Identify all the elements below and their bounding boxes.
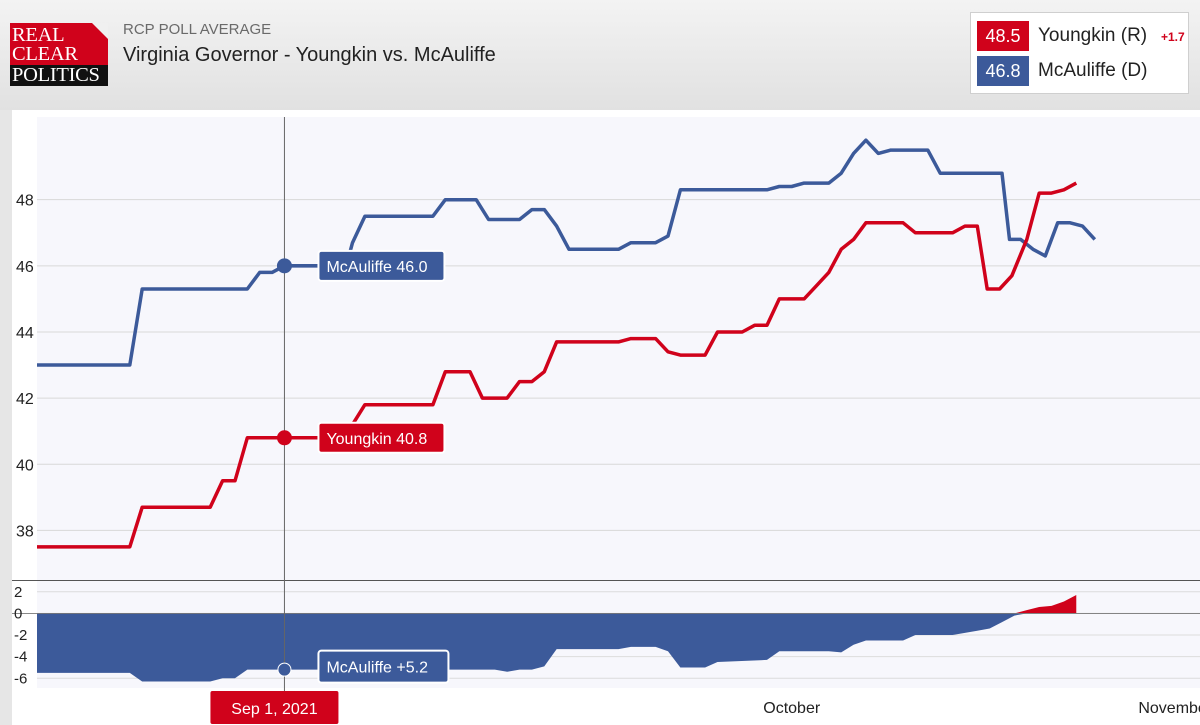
spread-tick-label: 0 <box>14 605 22 622</box>
y-tick-label: 42 <box>16 391 34 408</box>
legend-box: 48.5 Youngkin (R) +1.7 46.8 McAuliffe (D… <box>970 12 1189 94</box>
x-tick-label: November <box>1138 700 1200 717</box>
spread-tick-label: 2 <box>14 584 22 601</box>
realclearpolitics-logo[interactable]: REAL CLEAR POLITICS <box>10 23 108 86</box>
chart-title: Virginia Governor - Youngkin vs. McAulif… <box>123 44 496 66</box>
legend-mcauliffe-value: 46.8 <box>977 56 1029 86</box>
chart-header: REAL CLEAR POLITICS RCP POLL AVERAGE Vir… <box>0 0 1200 110</box>
spread-area-mcauliffe <box>37 613 1077 682</box>
spread-tick-label: -2 <box>14 627 27 644</box>
tooltip-mcauliffe-marker <box>276 258 292 274</box>
x-tick-label: October <box>763 700 821 717</box>
y-tick-label: 44 <box>16 325 34 342</box>
tooltip-mcauliffe-label-box <box>317 249 446 282</box>
y-tick-label: 46 <box>16 259 34 276</box>
tooltip-date-badge <box>210 691 339 724</box>
y-tick-label: 38 <box>16 523 34 540</box>
legend-youngkin-diff: +1.7 <box>1161 30 1185 44</box>
logo-line-clear: CLEAR <box>12 43 78 65</box>
y-tick-label: 48 <box>16 193 34 210</box>
tooltip-youngkin-marker <box>276 430 292 446</box>
chart-subtitle: RCP POLL AVERAGE <box>123 21 272 38</box>
logo-line-real: REAL <box>12 24 65 46</box>
tooltip-date-text: Sep 1, 2021 <box>231 701 317 718</box>
tooltip-spread-marker <box>277 662 292 677</box>
logo-corner <box>92 23 108 39</box>
tooltip-spread-label-text: McAuliffe +5.2 <box>326 660 428 677</box>
tooltip-spread-label-box <box>317 649 450 684</box>
spread-tick-label: -6 <box>14 670 27 687</box>
logo-line-politics: POLITICS <box>10 65 108 86</box>
legend-youngkin-name: Youngkin (R) <box>1038 25 1148 46</box>
tooltip-mcauliffe-label-text: McAuliffe 46.0 <box>326 259 427 276</box>
legend-youngkin-value: 48.5 <box>977 21 1029 51</box>
spread-tick-label: -4 <box>14 649 27 666</box>
plot-area-background <box>37 117 1200 580</box>
y-tick-label: 40 <box>16 457 34 474</box>
tooltip-youngkin-label-text: Youngkin 40.8 <box>326 431 427 448</box>
tooltip-youngkin-label-box <box>317 421 446 454</box>
legend-mcauliffe-name: McAuliffe (D) <box>1038 60 1148 81</box>
